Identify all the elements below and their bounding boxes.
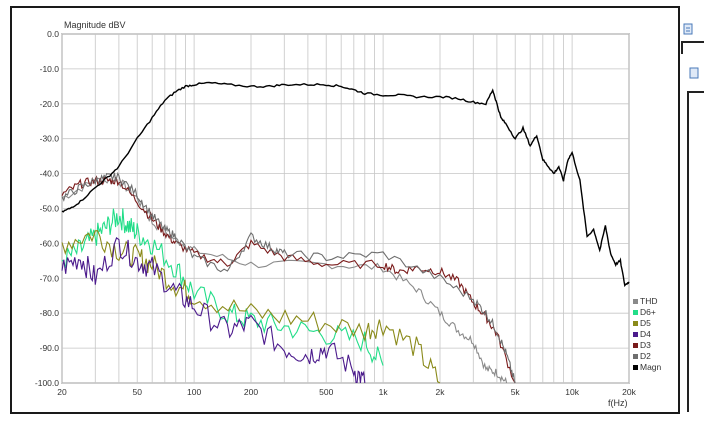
x-tick-label: 100 bbox=[187, 387, 201, 397]
series-line-d2 bbox=[61, 171, 516, 384]
x-tick-label: 1k bbox=[379, 387, 389, 397]
series-line-d5 bbox=[61, 230, 441, 384]
y-tick-label: -10.0 bbox=[40, 64, 60, 74]
y-tick-label: 0.0 bbox=[47, 29, 59, 39]
y-tick-labels: 0.0 -10.0 -20.0 -30.0 -40.0 -50.0 -60.0 -70.0 -8… bbox=[35, 29, 59, 388]
legend-swatch bbox=[633, 354, 638, 359]
chart-frame: 0.0 -10.0 -20.0 -30.0 -40.0 -50.0 -60.0 -70.0 -8… bbox=[10, 6, 680, 414]
y-tick-label: -50.0 bbox=[40, 204, 60, 214]
magnitude-chart: 0.0 -10.0 -20.0 -30.0 -40.0 -50.0 -60.0 -70.0 -8… bbox=[35, 20, 662, 408]
x-tick-label: 5k bbox=[511, 387, 521, 397]
y-tick-label: -80.0 bbox=[40, 308, 60, 318]
document-icon[interactable] bbox=[683, 23, 693, 35]
x-tick-label: 2k bbox=[436, 387, 446, 397]
legend-swatch bbox=[633, 310, 638, 315]
legend-label: D5 bbox=[640, 318, 651, 328]
legend-swatch bbox=[633, 321, 638, 326]
series-line-d6plus bbox=[61, 208, 384, 366]
y-tick-label: -100.0 bbox=[35, 378, 59, 388]
panel-border bbox=[687, 91, 704, 412]
legend-label: THD bbox=[640, 296, 657, 306]
x-tick-label: 20 bbox=[57, 387, 67, 397]
series-line-d4 bbox=[61, 237, 366, 384]
document-small-icon[interactable] bbox=[689, 67, 699, 79]
chart-title: Magnitude dBV bbox=[64, 20, 126, 30]
legend-swatch bbox=[633, 299, 638, 304]
legend-swatch bbox=[633, 365, 638, 370]
x-tick-label: 50 bbox=[132, 387, 142, 397]
legend-label: D2 bbox=[640, 351, 651, 361]
series-lines bbox=[61, 81, 630, 384]
x-tick-label: 500 bbox=[319, 387, 333, 397]
y-tick-label: -60.0 bbox=[40, 238, 60, 248]
series-line-magn bbox=[61, 81, 630, 288]
legend-swatch bbox=[633, 332, 638, 337]
side-panel bbox=[678, 0, 704, 423]
x-tick-label: 10k bbox=[565, 387, 579, 397]
legend-label: Magn bbox=[640, 362, 662, 372]
x-tick-label: 20k bbox=[622, 387, 636, 397]
grid bbox=[61, 33, 630, 384]
legend-swatch bbox=[633, 343, 638, 348]
y-tick-label: -70.0 bbox=[40, 273, 60, 283]
panel-corner-icon bbox=[681, 41, 704, 54]
y-tick-label: -20.0 bbox=[40, 99, 60, 109]
legend-label: D3 bbox=[640, 340, 651, 350]
y-tick-label: -90.0 bbox=[40, 343, 60, 353]
legend-label: D6+ bbox=[640, 307, 656, 317]
legend-label: D4 bbox=[640, 329, 651, 339]
x-tick-labels: 20 50 100 200 500 1k 2k 5k 10k 20k bbox=[57, 387, 636, 397]
y-tick-label: -30.0 bbox=[40, 134, 60, 144]
x-axis-label: f(Hz) bbox=[608, 398, 628, 408]
x-tick-label: 200 bbox=[244, 387, 258, 397]
y-tick-label: -40.0 bbox=[40, 169, 60, 179]
